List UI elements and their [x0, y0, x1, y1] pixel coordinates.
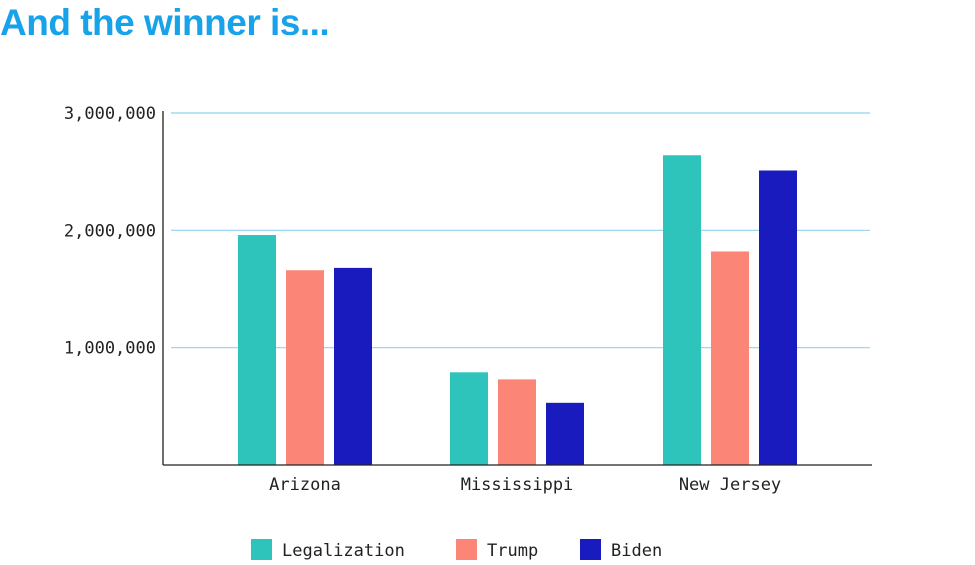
bars: [238, 155, 797, 466]
chart-title: And the winner is...: [0, 2, 330, 43]
bar-biden-mississippi: [546, 402, 584, 465]
bar-legalization-arizona: [238, 235, 276, 465]
axes: [162, 111, 872, 466]
legend-swatch-trump: [456, 539, 477, 560]
bar-trump-new-jersey: [711, 251, 749, 465]
legend-swatch-legalization: [251, 539, 272, 560]
bar-trump-arizona: [286, 270, 324, 465]
y-tick-label: 3,000,000: [64, 104, 156, 124]
y-axis-tick-labels: 1,000,000 2,000,000 3,000,000: [64, 104, 156, 359]
y-tick-label: 2,000,000: [64, 221, 156, 241]
legend-swatch-biden: [580, 539, 601, 560]
bar-legalization-mississippi: [450, 372, 488, 465]
x-category-label: Arizona: [269, 475, 341, 495]
bar-biden-new-jersey: [759, 170, 797, 465]
x-axis-category-labels: Arizona Mississippi New Jersey: [269, 475, 781, 495]
x-category-label: New Jersey: [679, 475, 781, 495]
y-tick-label: 1,000,000: [64, 339, 156, 359]
legend: Legalization Trump Biden: [251, 539, 662, 561]
bar-biden-arizona: [334, 267, 372, 465]
bar-trump-mississippi: [498, 379, 536, 465]
bar-legalization-new-jersey: [663, 155, 701, 466]
legend-label-trump: Trump: [487, 541, 538, 561]
legend-label-biden: Biden: [611, 541, 662, 561]
legend-label-legalization: Legalization: [282, 541, 405, 561]
x-category-label: Mississippi: [461, 475, 574, 495]
